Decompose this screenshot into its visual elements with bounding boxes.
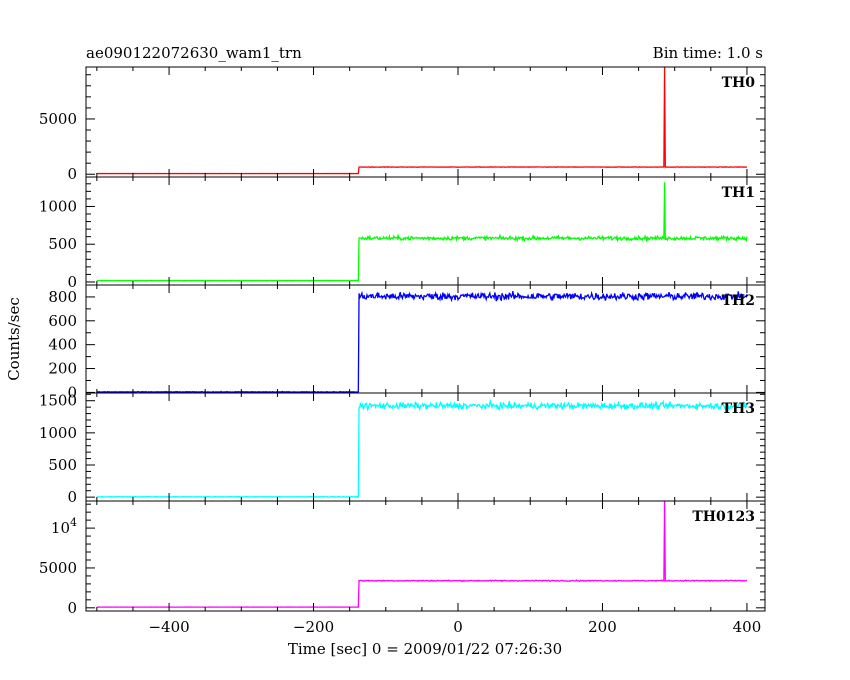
panel-th0123: 0 5000 104 TH0123: [39, 500, 766, 617]
y-tick-label: 104: [51, 516, 77, 537]
panel-th2: 0 200 400 600 800 TH2: [48, 284, 766, 401]
y-tick-label: 0: [67, 273, 77, 291]
series-line-th0123: [96, 501, 748, 608]
panel-label-th1: TH1: [722, 185, 755, 201]
panel-th3: 0 500 1000 1500 TH3: [39, 392, 766, 506]
y-tick-label: 800: [48, 288, 77, 306]
panel-th0: 0 5000 TH0: [39, 66, 766, 183]
series-line-th3: [96, 398, 748, 499]
panel-frame-th3: [85, 392, 766, 502]
series-line-th1: [96, 182, 748, 282]
y-tick-label: 1500: [39, 392, 77, 410]
x-axis-title: Time [sec] 0 = 2009/01/22 07:26:30: [288, 640, 562, 658]
bin-time-label: Bin time: 1.0 s: [653, 44, 763, 62]
x-tick-label: 400: [733, 618, 762, 636]
y-tick-label: 0: [67, 599, 77, 617]
y-tick-label: 0: [67, 383, 77, 401]
panel-frame-th2: [85, 284, 766, 394]
panel-label-th2: TH2: [722, 293, 755, 309]
panel-th1: 0 500 1000 TH1: [39, 176, 766, 291]
series-line-th0: [96, 67, 748, 175]
panel-frame-th0: [85, 66, 766, 178]
panel-frame-th1: [85, 176, 766, 286]
panel-stack: 0 5000 TH0 0 500 1000 TH1 0 200 400 600 800 TH2 0 500 1…: [39, 66, 766, 636]
y-tick-label: 1000: [39, 424, 77, 442]
y-tick-label: 0: [67, 488, 77, 506]
y-tick-label: 200: [48, 360, 77, 378]
y-tick-label: 5000: [39, 559, 77, 577]
y-tick-label: 0: [67, 165, 77, 183]
x-tick-label: 200: [588, 618, 617, 636]
y-tick-label: 1000: [39, 197, 77, 215]
y-axis-title: Counts/sec: [5, 297, 23, 381]
y-tick-label: 500: [48, 235, 77, 253]
series-line-th2: [96, 290, 748, 393]
y-tick-label: 500: [48, 456, 77, 474]
y-tick-label: 400: [48, 336, 77, 354]
panel-frame-th0123: [85, 500, 766, 612]
panel-label-th0123: TH0123: [692, 509, 755, 525]
y-tick-label: 5000: [39, 110, 77, 128]
panel-label-th0: TH0: [722, 75, 756, 91]
x-tick-label: −400: [148, 618, 189, 636]
y-tick-label: 600: [48, 312, 77, 330]
x-tick-label: 0: [453, 618, 463, 636]
panel-label-th3: TH3: [722, 401, 755, 417]
x-tick-label: −200: [293, 618, 334, 636]
chart-title: ae090122072630_wam1_trn: [86, 44, 302, 62]
